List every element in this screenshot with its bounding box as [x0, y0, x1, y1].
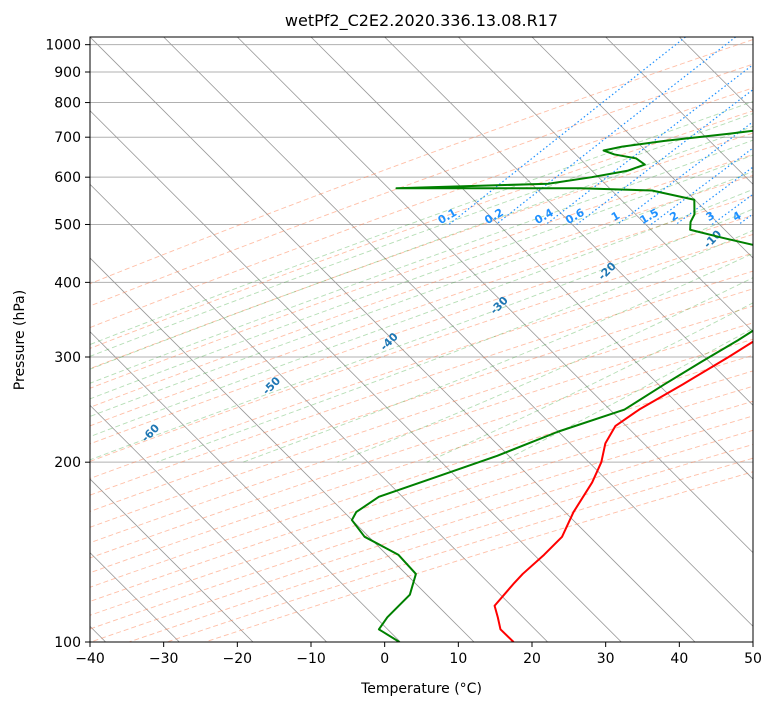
y-tick-label: 100: [54, 635, 81, 651]
isotherm-line: [605, 37, 753, 185]
moist-adiabat: [90, 154, 753, 400]
dry-adiabat: [90, 39, 753, 285]
x-tick-label: −10: [296, 651, 326, 667]
moist-adiabat: [90, 170, 753, 417]
moist-adiabat: [426, 302, 753, 463]
y-tick-label: 800: [54, 96, 81, 112]
dry-adiabat: [90, 322, 753, 544]
y-axis: 100 200 300 400 500 600 700 800 900 1000: [45, 38, 90, 651]
dry-adiabat: [90, 385, 753, 602]
y-tick-label: 400: [54, 275, 81, 291]
x-tick-label: 50: [744, 651, 762, 667]
moist-adiabat: [90, 100, 753, 346]
moist-adiabat: [337, 277, 753, 463]
dry-adiabat: [90, 110, 753, 349]
moist-adiabat: [90, 139, 753, 384]
isotherm-line: [90, 478, 254, 642]
y-axis-label: Pressure (hPa): [12, 290, 28, 390]
dry-adiabat: [90, 370, 753, 588]
background-lines: [90, 37, 753, 642]
isotherm-line: [752, 37, 753, 38]
x-tick-label: −30: [149, 651, 179, 667]
dry-adiabat: [90, 132, 753, 370]
x-tick-label: 20: [523, 651, 541, 667]
x-axis: −40 −30 −20 −10 0 10 20 30 40 50: [75, 642, 762, 667]
isotherm-line: [531, 37, 753, 259]
moist-adiabat: [90, 113, 753, 357]
x-axis-label: Temperature (°C): [360, 681, 482, 697]
profile-series: [350, 129, 753, 642]
y-tick-label: 500: [54, 217, 81, 233]
y-tick-label: 900: [54, 65, 81, 81]
x-tick-label: 0: [380, 651, 389, 667]
dry-adiabat: [90, 354, 753, 574]
plot-frame: [89, 36, 754, 643]
dry-adiabat: [90, 338, 753, 559]
moist-adiabat: [242, 252, 753, 463]
mixing-ratio-line: [675, 166, 753, 225]
y-tick-label: 700: [54, 130, 81, 146]
x-tick-label: −40: [75, 651, 105, 667]
mixing-ratio-label: 6: [769, 209, 775, 224]
isotherm-line: [90, 404, 327, 642]
isotherm-line: [310, 37, 753, 480]
isotherm-line: [90, 183, 548, 642]
y-tick-label: 300: [54, 350, 81, 366]
plot-background: [90, 37, 753, 642]
y-tick-label: 600: [54, 170, 81, 186]
isotherm-line: [90, 331, 401, 642]
dry-adiabat: [90, 195, 753, 427]
mixing-ratio-line: [448, 37, 686, 225]
x-tick-label: 40: [670, 651, 688, 667]
isotherm-line: [384, 37, 753, 406]
x-tick-label: 30: [597, 651, 615, 667]
dry-adiabat: [90, 305, 753, 528]
y-tick-label: 200: [54, 455, 81, 471]
dewpoint-profile: [350, 129, 753, 642]
isotherm-line: [90, 110, 622, 642]
x-tick-label: −20: [223, 651, 253, 667]
x-tick-label: 10: [449, 651, 467, 667]
mixing-ratio-line: [495, 37, 736, 225]
isotherm-line: [458, 37, 753, 333]
isotherm-line: [90, 37, 696, 642]
moist-adiabat: [156, 229, 753, 463]
chart-title: wetPf2_C2E2.2020.336.13.08.R17: [285, 11, 558, 31]
isotherm-line: [163, 37, 753, 627]
temperature-profile: [493, 340, 753, 642]
y-tick-label: 1000: [45, 38, 81, 54]
dry-adiabat: [90, 63, 753, 307]
isotherm-label: -70: [21, 465, 44, 488]
dry-adiabat: [90, 174, 753, 408]
